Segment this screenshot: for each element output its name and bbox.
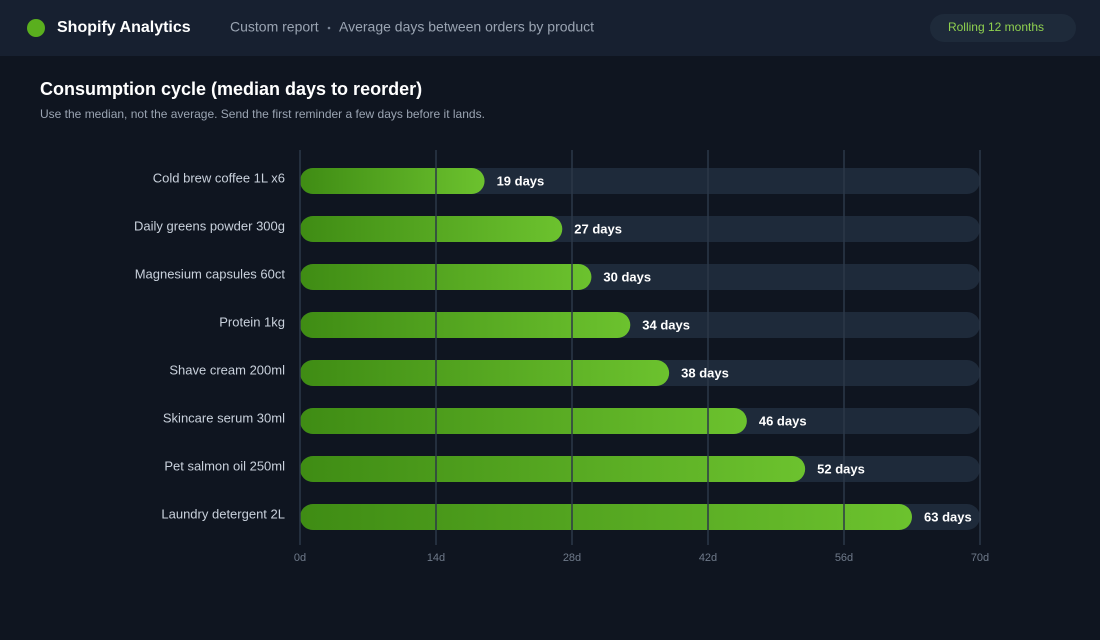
value-label: 27 days <box>574 221 622 236</box>
category-label: Daily greens powder 300g <box>134 218 285 233</box>
chart-title: Consumption cycle (median days to reorde… <box>40 79 422 99</box>
bar <box>300 168 485 194</box>
category-label: Cold brew coffee 1L x6 <box>153 170 285 185</box>
bar <box>300 504 912 530</box>
value-label: 38 days <box>681 365 729 380</box>
value-label: 19 days <box>497 173 545 188</box>
labels: Cold brew coffee 1L x6 19 days Daily green… <box>134 170 989 563</box>
category-label: Shave cream 200ml <box>169 362 285 377</box>
brand-logo <box>27 19 45 37</box>
category-label: Protein 1kg <box>219 314 285 329</box>
bar <box>300 216 563 242</box>
category-label: Laundry detergent 2L <box>161 506 285 521</box>
x-tick-label: 42d <box>699 552 717 564</box>
x-tick-label: 28d <box>563 552 581 564</box>
top-bar <box>0 0 1100 56</box>
x-tick-label: 0d <box>294 552 306 564</box>
value-label: 52 days <box>817 461 865 476</box>
bars <box>300 168 912 530</box>
chart-subtitle: Use the median, not the average. Send th… <box>40 107 485 121</box>
x-tick-label: 14d <box>427 552 445 564</box>
value-label: 46 days <box>759 413 807 428</box>
breadcrumb-item[interactable]: Custom report <box>230 19 319 35</box>
period-label[interactable]: Rolling 12 months <box>948 20 1044 34</box>
bar <box>300 456 806 482</box>
value-label: 34 days <box>642 317 690 332</box>
value-label: 63 days <box>924 509 972 524</box>
breadcrumb-item: Average days between orders by product <box>339 19 594 35</box>
bar <box>300 312 631 338</box>
period-pill[interactable] <box>930 14 1076 42</box>
breadcrumb-separator <box>327 26 331 30</box>
category-label: Magnesium capsules 60ct <box>135 266 286 281</box>
category-label: Skincare serum 30ml <box>163 410 285 425</box>
bar <box>300 408 747 434</box>
bar <box>300 264 592 290</box>
brand-name: Shopify Analytics <box>57 19 191 36</box>
category-label: Pet salmon oil 250ml <box>164 458 285 473</box>
x-tick-label: 56d <box>835 552 853 564</box>
value-label: 30 days <box>603 269 651 284</box>
x-tick-label: 70d <box>971 552 989 564</box>
bar <box>300 360 670 386</box>
grid <box>299 150 981 545</box>
